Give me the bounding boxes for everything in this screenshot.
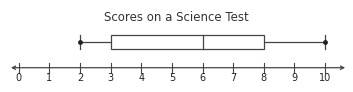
Text: Scores on a Science Test: Scores on a Science Test (104, 11, 249, 24)
Text: 7: 7 (230, 73, 236, 83)
Text: 5: 5 (169, 73, 175, 83)
Text: 9: 9 (291, 73, 298, 83)
Text: 1: 1 (46, 73, 53, 83)
Text: 10: 10 (319, 73, 331, 83)
Text: 2: 2 (77, 73, 83, 83)
Text: 6: 6 (199, 73, 205, 83)
Text: 8: 8 (261, 73, 267, 83)
Text: 4: 4 (138, 73, 144, 83)
Text: 3: 3 (108, 73, 114, 83)
Text: 0: 0 (16, 73, 22, 83)
Bar (111, 34, 264, 49)
